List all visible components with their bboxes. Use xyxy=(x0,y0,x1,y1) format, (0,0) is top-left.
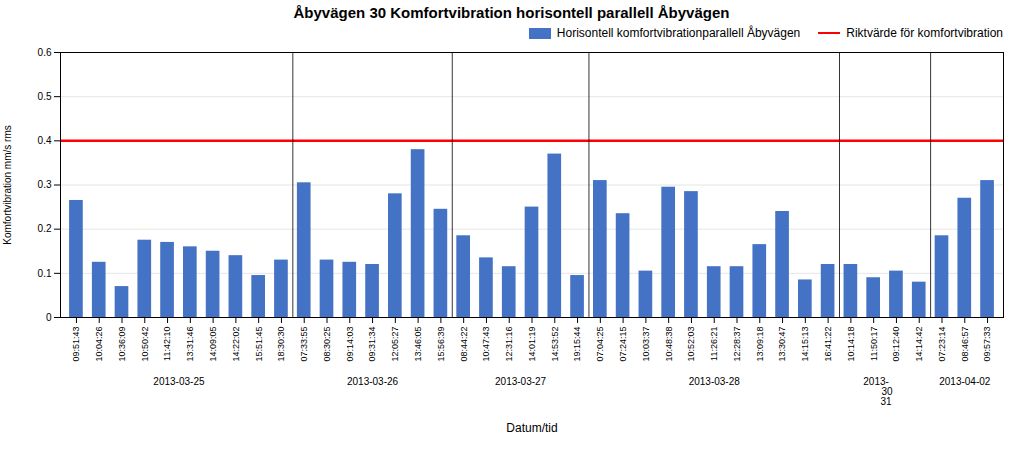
svg-text:09:12:40: 09:12:40 xyxy=(891,327,901,362)
html-text:Horisontell komfortvibrationpa: Horisontell komfortvibrationparallell Åb… xyxy=(556,26,801,40)
svg-text:13:30:47: 13:30:47 xyxy=(777,327,787,362)
svg-text:0.4: 0.4 xyxy=(38,135,52,146)
svg-text:12:31:16: 12:31:16 xyxy=(504,327,514,362)
svg-text:0.1: 0.1 xyxy=(38,268,52,279)
svg-text:15:51:45: 15:51:45 xyxy=(254,327,264,362)
svg-text:07:33:55: 07:33:55 xyxy=(299,327,309,362)
svg-text:10:36:09: 10:36:09 xyxy=(117,327,127,362)
svg-text:2013-03-25: 2013-03-25 xyxy=(153,376,205,387)
svg-text:14:15:13: 14:15:13 xyxy=(800,327,810,362)
svg-text:08:30:25: 08:30:25 xyxy=(322,327,332,362)
svg-text:10:47:43: 10:47:43 xyxy=(481,327,491,362)
svg-text:13:09:18: 13:09:18 xyxy=(755,327,765,362)
svg-text:0: 0 xyxy=(46,312,52,323)
svg-text:07:04:25: 07:04:25 xyxy=(595,327,605,362)
svg-text:0.5: 0.5 xyxy=(38,91,52,102)
svg-text:08:44:22: 08:44:22 xyxy=(459,327,469,362)
svg-text:10:52:03: 10:52:03 xyxy=(686,327,696,362)
svg-text:07:24:15: 07:24:15 xyxy=(618,327,628,362)
svg-text:10:14:18: 10:14:18 xyxy=(846,327,856,362)
svg-text:14:53:52: 14:53:52 xyxy=(550,327,560,362)
svg-text:14:01:19: 14:01:19 xyxy=(527,327,537,362)
svg-text:09:57:33: 09:57:33 xyxy=(982,327,992,362)
svg-text:12:28:37: 12:28:37 xyxy=(732,327,742,362)
svg-text:11:26:21: 11:26:21 xyxy=(709,327,719,361)
svg-text:10:50:42: 10:50:42 xyxy=(140,327,150,362)
svg-text:09:31:34: 09:31:34 xyxy=(367,327,377,362)
svg-text:10:48:38: 10:48:38 xyxy=(664,327,674,362)
svg-text:11:50:17: 11:50:17 xyxy=(869,327,879,361)
svg-text:2013-03-28: 2013-03-28 xyxy=(689,376,741,387)
svg-text:12:05:27: 12:05:27 xyxy=(390,327,400,362)
svg-text:0.6: 0.6 xyxy=(38,47,52,58)
svg-text:2013-04-02: 2013-04-02 xyxy=(939,376,991,387)
svg-text:13:31:46: 13:31:46 xyxy=(185,327,195,362)
svg-text:14:09:05: 14:09:05 xyxy=(208,327,218,362)
svg-text:15:56:39: 15:56:39 xyxy=(436,327,446,362)
svg-text:Datum/tid: Datum/tid xyxy=(506,421,557,435)
svg-text:2013-03-26: 2013-03-26 xyxy=(347,376,399,387)
svg-text:13:46:05: 13:46:05 xyxy=(413,327,423,362)
svg-text:11:42:10: 11:42:10 xyxy=(162,327,172,361)
svg-text:2013- 30 31: 2013- 30 31 xyxy=(863,376,907,407)
svg-text:Komfortvibration mm/s rms: Komfortvibration mm/s rms xyxy=(2,125,13,244)
svg-text:08:46:57: 08:46:57 xyxy=(960,327,970,362)
svg-text:16:41:22: 16:41:22 xyxy=(823,327,833,362)
svg-text:07:23:14: 07:23:14 xyxy=(937,327,947,362)
svg-text:09:14:03: 09:14:03 xyxy=(345,327,355,362)
svg-text:14:14:42: 14:14:42 xyxy=(914,327,924,362)
svg-text:0.2: 0.2 xyxy=(38,223,52,234)
svg-text:10:03:37: 10:03:37 xyxy=(641,327,651,362)
svg-text:10:04:26: 10:04:26 xyxy=(94,327,104,362)
html-text:Riktvärde för komfortvibration: Riktvärde för komfortvibration xyxy=(846,26,1003,40)
svg-text:14:22:02: 14:22:02 xyxy=(231,327,241,362)
svg-text:2013-03-27: 2013-03-27 xyxy=(495,376,547,387)
svg-text:0.3: 0.3 xyxy=(38,179,52,190)
html-text:Åbyvägen 30 Komfortvibration h: Åbyvägen 30 Komfortvibration horisontell… xyxy=(293,4,730,21)
svg-text:18:30:30: 18:30:30 xyxy=(276,327,286,362)
svg-text:09:51:43: 09:51:43 xyxy=(71,327,81,362)
svg-text:19:15:44: 19:15:44 xyxy=(572,327,582,362)
